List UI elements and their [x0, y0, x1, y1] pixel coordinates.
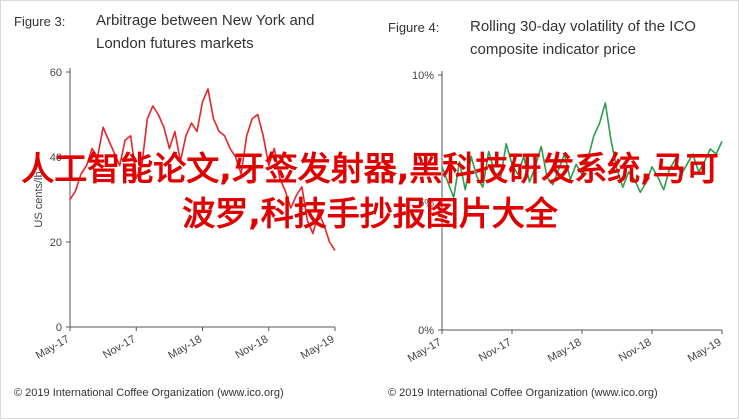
- left-x-tick-label: May-17: [34, 333, 72, 362]
- left-y-axis-label: US cents/lb: [33, 171, 45, 227]
- right-x-tick-label: Nov-18: [617, 336, 654, 364]
- left-series-line: [69, 88, 336, 251]
- right-title-line1: Rolling 30-day volatility of the ICO: [470, 18, 696, 35]
- left-x-tick-label: May-19: [299, 333, 337, 362]
- left-title-line1: Arbitrage between New York and: [96, 12, 315, 29]
- left-y-tick-label: 40: [50, 152, 62, 164]
- right-title-line2: composite indicator price: [470, 41, 636, 58]
- right-y-tick-label: 5%: [418, 198, 434, 210]
- right-x-tick-label: May-19: [686, 336, 724, 365]
- left-y-tick-label: 20: [50, 237, 62, 249]
- right-y-tick-label: 10%: [412, 70, 434, 82]
- left-y-tick-label: 0: [56, 322, 62, 334]
- right-x-tick-label: May-17: [406, 336, 444, 365]
- right-x-tick-label: Nov-17: [477, 336, 514, 364]
- right-y-tick-label: 0%: [418, 325, 434, 337]
- left-title-line2: London futures markets: [96, 35, 254, 52]
- right-series-line: [441, 102, 723, 199]
- left-x-tick-label: Nov-18: [234, 333, 271, 361]
- right-credit: © 2019 International Coffee Organization…: [388, 387, 658, 399]
- left-credit: © 2019 International Coffee Organization…: [14, 387, 284, 399]
- right-x-tick-label: May-18: [546, 336, 584, 365]
- overlay-text: 人工智能论文,牙签发射器,黑科技研发系统,马可波罗,科技手抄报图片大全: [21, 149, 719, 233]
- left-x-tick-label: May-18: [166, 333, 204, 362]
- right-chart-title: Rolling 30-day volatility of the ICO com…: [470, 15, 696, 61]
- left-x-tick-label: Nov-17: [101, 333, 138, 361]
- left-chart-title: Arbitrage between New York and London fu…: [96, 9, 314, 55]
- left-y-tick-label: 60: [50, 67, 62, 79]
- right-figure-label: Figure 4:: [388, 20, 440, 35]
- left-figure-label: Figure 3:: [14, 14, 66, 29]
